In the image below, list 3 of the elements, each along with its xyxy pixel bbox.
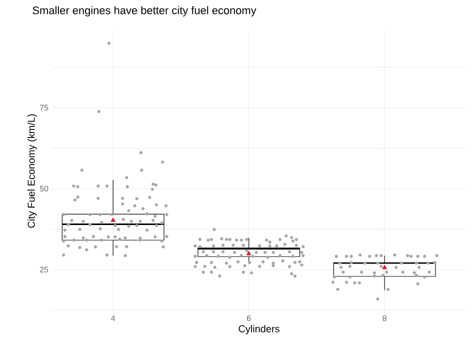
chart-title: Smaller engines have better city fuel economy (32, 6, 256, 16)
y-axis-title: City Fuel Economy (km/L) (27, 114, 37, 228)
x-axis-title: Cylinders (238, 325, 280, 334)
